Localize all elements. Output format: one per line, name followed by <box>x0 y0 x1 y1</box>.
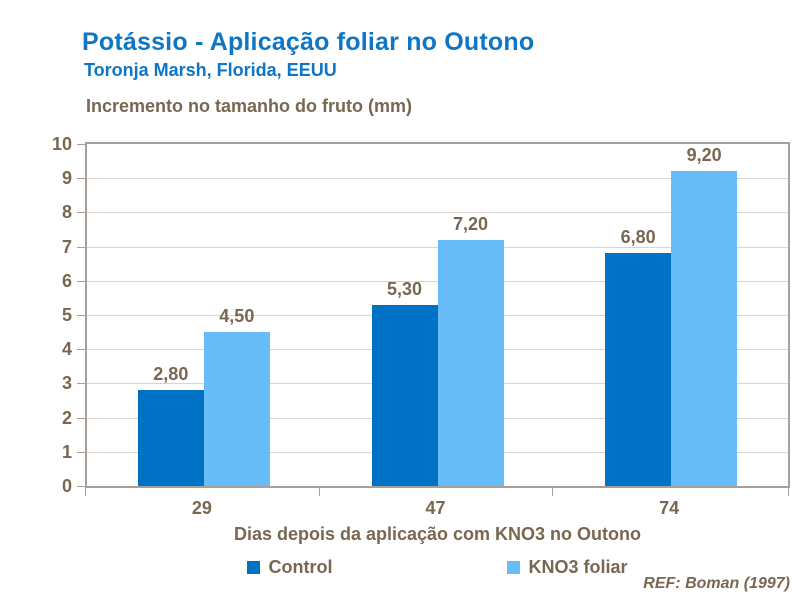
bar-value-label: 6,80 <box>620 227 656 248</box>
y-axis-tick-mark <box>77 349 85 351</box>
slide-title: Potássio - Aplicação foliar no Outono <box>82 28 535 56</box>
x-axis-tick-mark <box>552 488 554 496</box>
bar-value-label: 2,80 <box>153 364 189 385</box>
plot-area: 2,80 4,50 5,30 7,20 6,80 9,20 <box>85 142 790 488</box>
x-axis-tick-mark <box>788 488 789 496</box>
y-axis-tick-mark <box>77 315 85 316</box>
chart-title: Incremento no tamanho do fruto (mm) <box>86 96 412 116</box>
y-axis-tick-mark <box>77 383 85 385</box>
y-axis-tick-label: 6 <box>61 270 72 291</box>
slide-subtitle: Toronja Marsh, Florida, EEUU <box>84 60 337 80</box>
y-axis-tick-label: 8 <box>61 202 72 223</box>
chart-legend: Control KNO3 foliar <box>85 558 790 576</box>
x-axis-category-label: 74 <box>659 498 680 518</box>
bar-kno3-foliar-47 <box>437 239 504 486</box>
legend-marker <box>247 560 261 574</box>
bar-control-29 <box>137 390 204 486</box>
y-axis-tick-label: 4 <box>61 339 72 360</box>
x-axis-category-label: 47 <box>425 498 446 518</box>
legend-item-control: Control <box>247 558 332 576</box>
bar-control-47 <box>371 304 438 486</box>
bar-value-label: 7,20 <box>452 213 489 234</box>
bar-value-label: 9,20 <box>686 145 722 166</box>
legend-item-kno3-foliar: KNO3 foliar <box>507 557 628 577</box>
x-axis-title: Dias depois da aplicação com KNO3 no Out… <box>233 524 642 544</box>
bar-value-label: 5,30 <box>386 278 423 299</box>
x-axis-tick-mark <box>318 488 320 496</box>
x-axis-tick-mark <box>85 488 86 496</box>
y-axis-tick-label: 3 <box>61 373 72 394</box>
legend-label: Control <box>268 557 333 577</box>
y-axis-tick-label: 0 <box>61 476 72 496</box>
y-axis-tick-mark <box>77 178 85 180</box>
y-axis-tick-mark <box>77 144 85 145</box>
legend-label: KNO3 foliar <box>528 557 628 577</box>
y-axis-tick-mark <box>77 417 85 419</box>
y-axis-tick-label: 9 <box>61 168 72 189</box>
bar-value-label: 4,50 <box>219 306 255 327</box>
y-axis-tick-label: 5 <box>61 305 72 325</box>
y-axis-tick-mark <box>77 451 85 453</box>
y-axis-tick-mark <box>77 486 85 487</box>
x-axis-category-label: 29 <box>191 498 212 518</box>
y-axis-tick-label: 10 <box>51 134 72 154</box>
y-axis-tick-mark <box>77 212 85 214</box>
reference-citation: REF: Boman (1997) <box>643 575 790 592</box>
gridline <box>87 212 788 214</box>
y-axis-tick-label: 7 <box>61 236 72 257</box>
y-axis-tick-label: 2 <box>61 407 72 428</box>
bar-kno3-foliar-29 <box>203 332 270 486</box>
y-axis-tick-mark <box>77 280 85 282</box>
bar-kno3-foliar-74 <box>671 171 738 486</box>
gridline <box>87 178 788 180</box>
legend-marker <box>507 560 521 574</box>
y-axis-tick-mark <box>77 246 85 248</box>
bar-control-74 <box>605 253 672 486</box>
y-axis-tick-label: 1 <box>61 441 72 462</box>
